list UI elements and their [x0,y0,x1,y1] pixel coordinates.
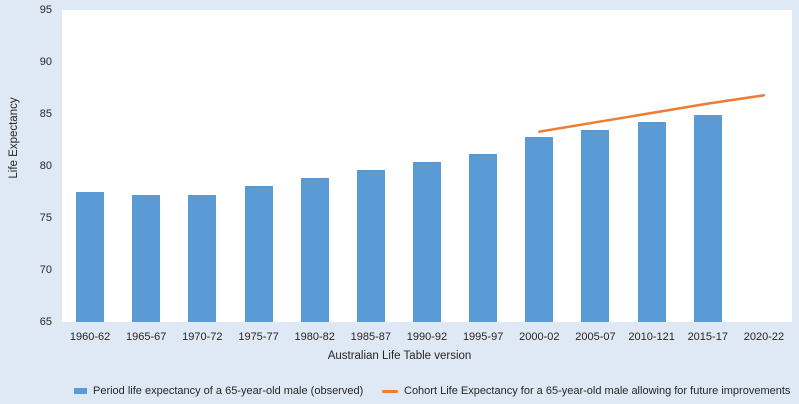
legend-item-cohort-line: Cohort Life Expectancy for a 65-year-old… [382,385,790,397]
y-tick-85: 85 [39,108,52,120]
bar-1985-87 [356,170,385,322]
bar-2005-07 [581,129,610,322]
x-tick-1975-77: 1975-77 [238,331,279,343]
x-tick-1980-82: 1980-82 [294,331,335,343]
legend-item-period-bars: Period life expectancy of a 65-year-old … [74,385,363,397]
legend-label-period: Period life expectancy of a 65-year-old … [93,385,364,397]
x-tick-2010-121: 2010-121 [628,331,675,343]
legend: Period life expectancy of a 65-year-old … [0,385,799,401]
x-axis-title: Australian Life Table version [327,350,472,362]
x-tick-2020-22: 2020-22 [743,331,785,343]
bar-1990-92 [413,161,441,322]
y-tick-70: 70 [39,264,52,276]
bar-1995-97 [469,153,498,322]
x-tick-2015-17: 2015-17 [687,331,728,343]
bar-swatch-icon [74,388,87,394]
x-tick-2005-07: 2005-07 [575,331,616,343]
bar-1970-72 [188,195,217,322]
bar-1975-77 [244,185,273,322]
bar-2010-121 [637,122,666,322]
legend-label-cohort: Cohort Life Expectancy for a 65-year-old… [404,385,791,397]
bar-1965-67 [132,195,161,322]
y-tick-95: 95 [39,4,52,16]
bar-1980-82 [300,178,329,322]
bar-2000-02 [525,136,554,322]
x-tick-1970-72: 1970-72 [182,331,223,343]
y-tick-80: 80 [39,160,52,172]
bar-2015-17 [693,115,722,322]
x-tick-1995-97: 1995-97 [462,331,504,343]
bar-1960-62 [76,192,105,322]
x-tick-2000-02: 2000-02 [519,331,560,343]
y-tick-90: 90 [39,56,52,68]
x-tick-1960-62: 1960-62 [69,331,111,343]
x-tick-1965-67: 1965-67 [126,331,167,343]
line-swatch-icon [382,389,398,393]
y-tick-75: 75 [39,212,52,224]
y-tick-65: 65 [39,316,52,328]
x-tick-1985-87: 1985-87 [350,331,392,343]
x-tick-1990-92: 1990-92 [406,331,448,343]
y-axis-title: Life Expectancy [8,97,20,179]
